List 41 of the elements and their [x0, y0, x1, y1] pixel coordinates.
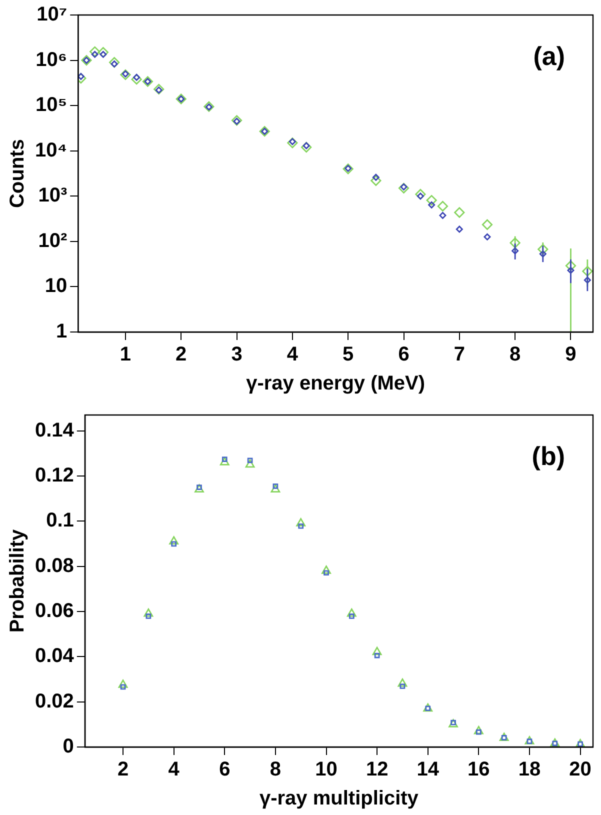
y-tick-label: 10² [38, 230, 68, 252]
x-tick-label: 4 [286, 344, 299, 366]
x-tick-label: 6 [219, 758, 230, 781]
x-tick-label: 14 [416, 758, 440, 781]
x-tick-label: 12 [366, 758, 388, 781]
y-tick-label: 0.06 [34, 600, 74, 622]
y-tick-label: 0.04 [34, 645, 75, 668]
y-tick-label: 10⁶ [36, 48, 68, 71]
y-axis-title: Probability [6, 528, 29, 633]
y-tick-label: 10⁵ [36, 94, 68, 116]
x-tick-label: 2 [176, 344, 187, 366]
x-tick-label: 8 [270, 758, 282, 781]
x-tick-label: 1 [120, 344, 132, 366]
y-tick-label: 0 [62, 736, 74, 758]
y-axis-title: Counts [6, 139, 29, 208]
x-tick-label: 16 [468, 758, 490, 781]
y-tick-label: 0.12 [34, 464, 74, 486]
x-tick-label: 6 [398, 344, 410, 366]
x-axis-title: γ-ray multiplicity [259, 788, 420, 810]
x-tick-label: 8 [510, 344, 521, 366]
x-tick-label: 4 [168, 758, 180, 781]
y-tick-label: 1 [56, 320, 68, 343]
x-tick-label: 9 [565, 344, 576, 366]
y-tick-label: 10⁴ [35, 139, 68, 162]
y-tick-label: 0.1 [46, 510, 74, 532]
y-tick-label: 10³ [38, 184, 68, 207]
x-tick-label: 3 [231, 344, 242, 366]
annotation: (a) [533, 41, 565, 72]
x-tick-label: 5 [342, 344, 354, 366]
y-tick-label: 0.14 [34, 419, 75, 442]
x-tick-label: 20 [569, 758, 592, 781]
annotation: (b) [532, 441, 565, 472]
x-tick-label: 7 [454, 344, 465, 366]
x-axis-title: γ-ray energy (MeV) [246, 372, 426, 395]
y-tick-label: 10 [44, 275, 68, 298]
x-tick-label: 10 [315, 758, 338, 781]
x-tick-label: 2 [117, 758, 129, 781]
y-tick-label: 10⁷ [36, 4, 68, 26]
y-tick-label: 0.02 [34, 690, 74, 712]
x-tick-label: 18 [518, 758, 541, 781]
y-tick-label: 0.08 [34, 554, 74, 577]
